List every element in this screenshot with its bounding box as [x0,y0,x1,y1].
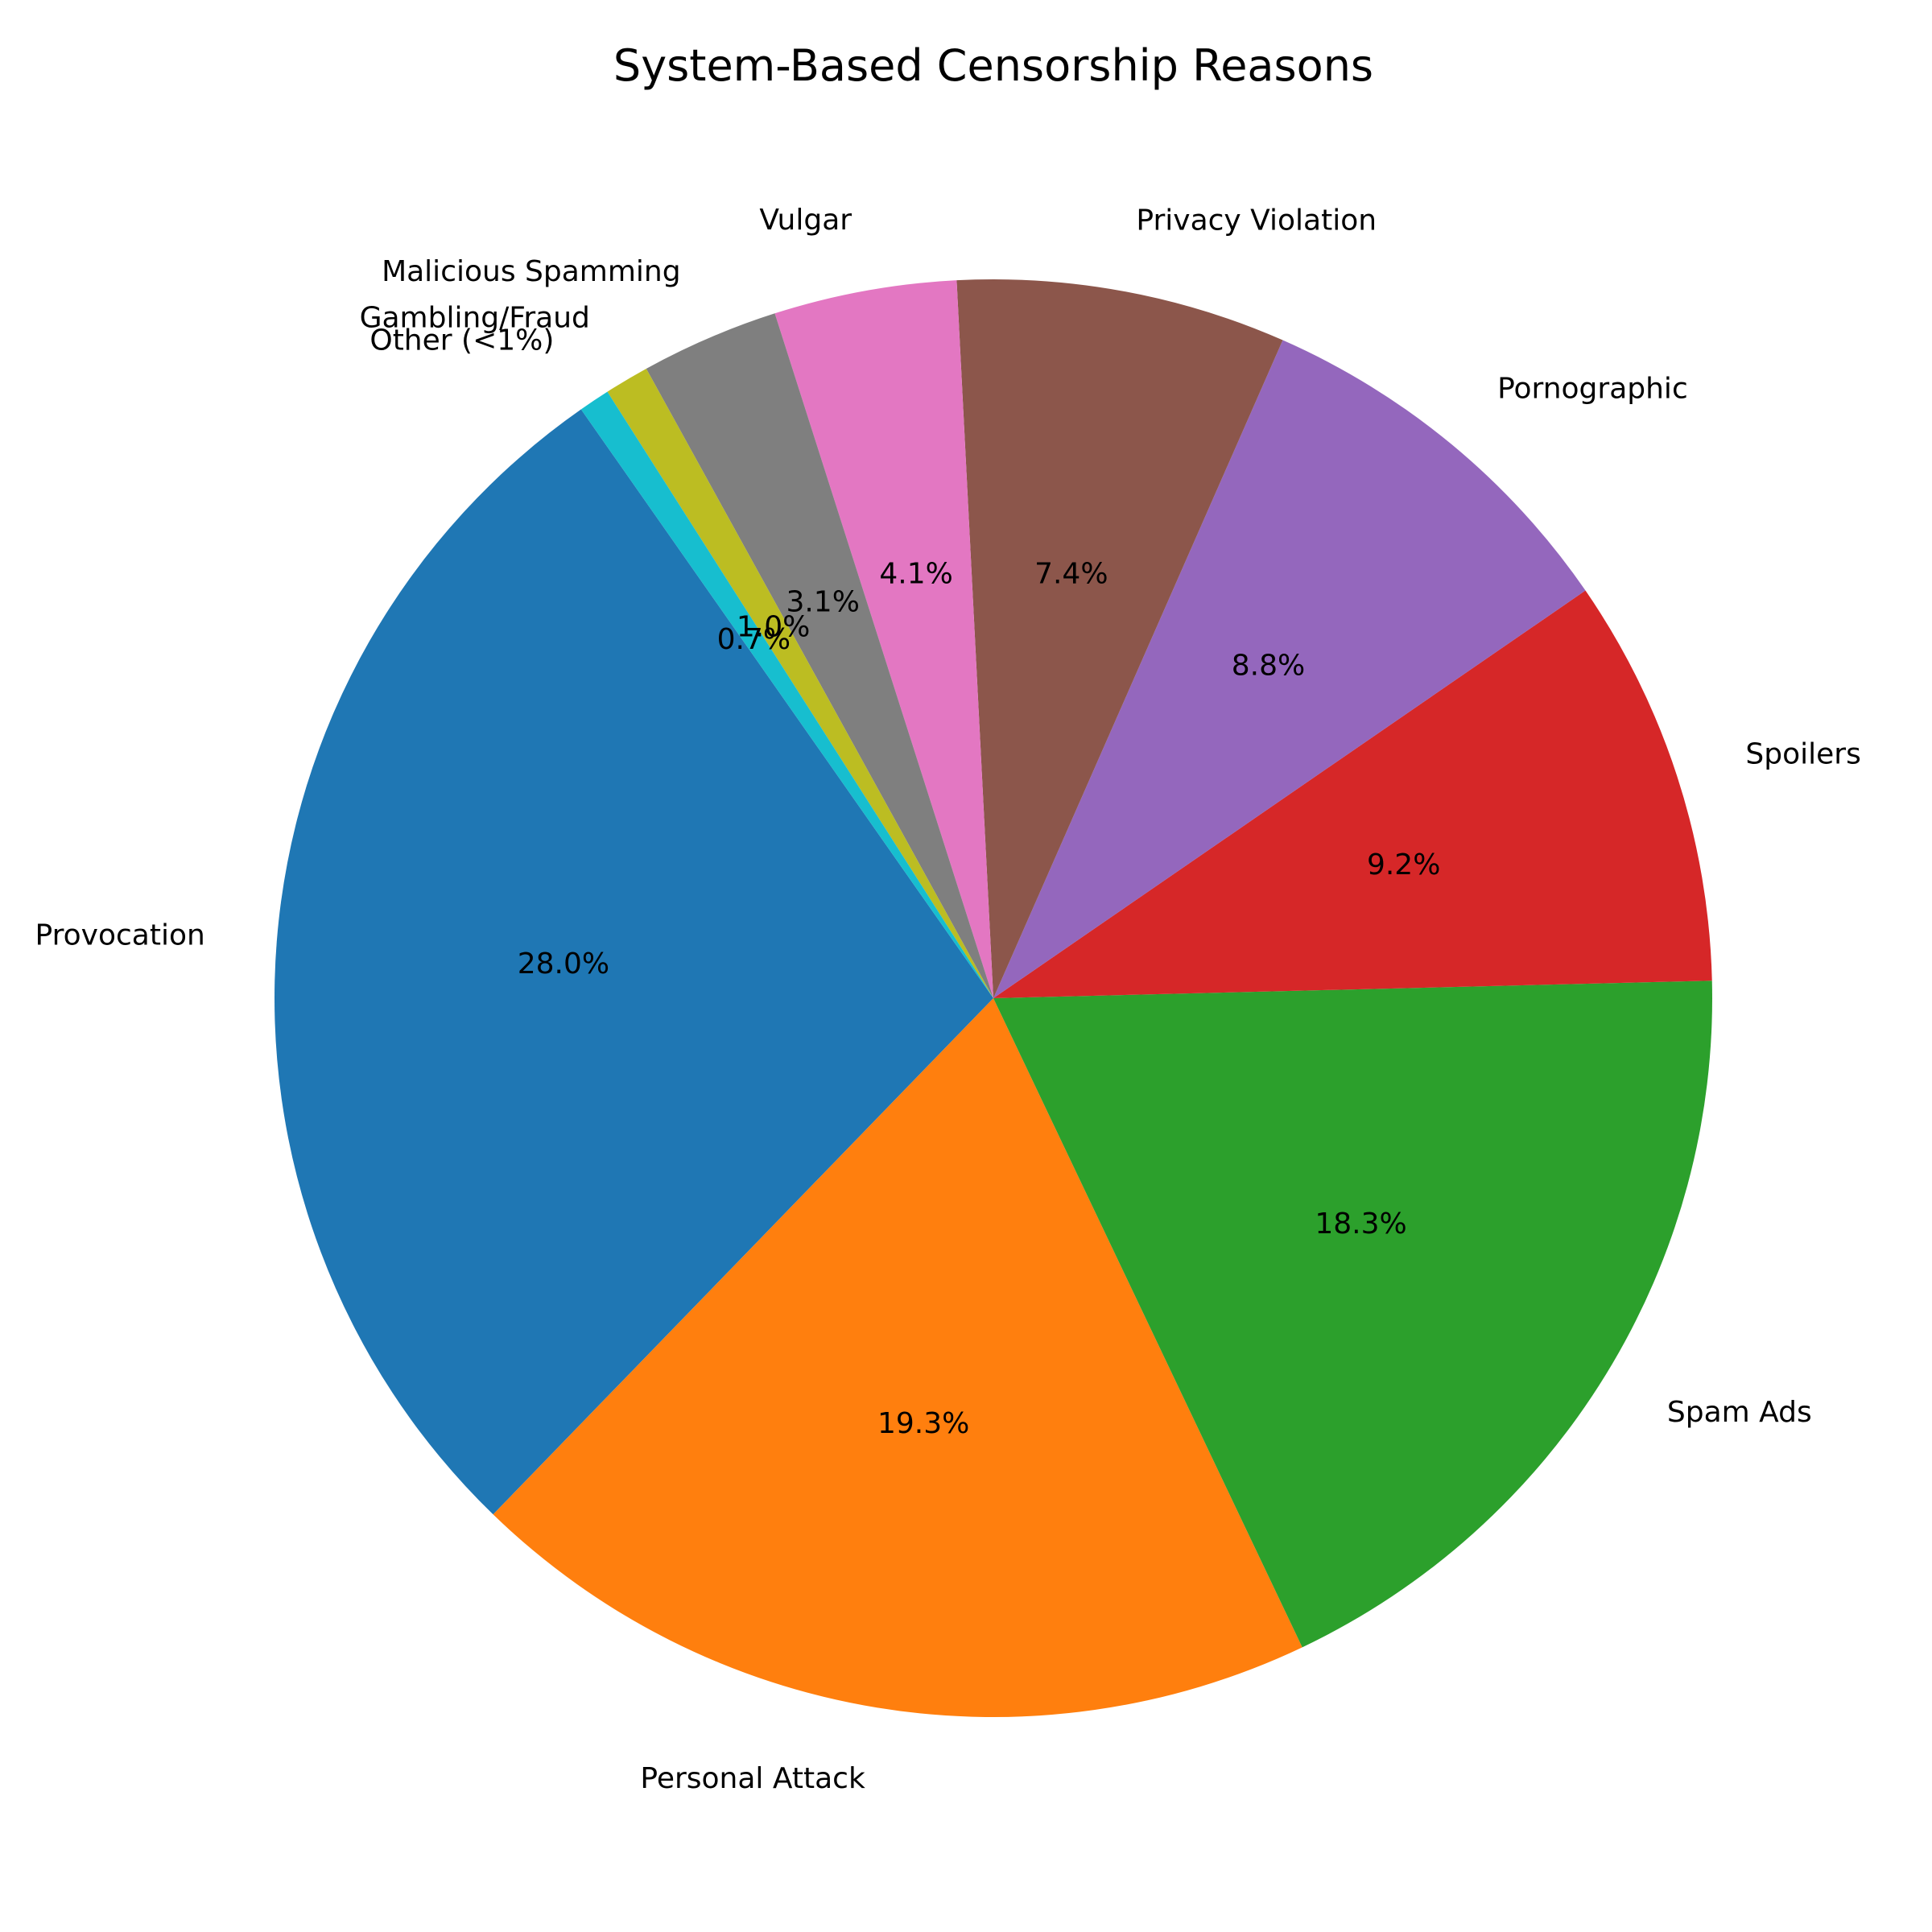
slice-label-pornographic: Pornographic [1497,373,1688,406]
pct-label-malicious-spamming: 3.1% [786,585,859,618]
pct-label-gambling-fraud: 1.0% [737,611,810,644]
pct-label-personal-attack: 19.3% [877,1407,969,1440]
slice-label-spam-ads: Spam Ads [1667,1396,1812,1429]
slice-label-gambling-fraud: Gambling/Fraud [360,302,590,335]
pct-label-vulgar: 4.1% [879,557,952,590]
pie-slice-provocation [275,409,993,1515]
chart-title: System-Based Censorship Reasons [613,40,1373,91]
pie-slice-gambling-fraud [607,369,993,998]
pct-label-other-1: 0.7% [717,623,791,656]
slice-label-personal-attack: Personal Attack [640,1762,865,1795]
pie-slice-personal-attack [493,998,1302,1718]
pie-slice-spoilers [993,590,1712,998]
pie-percent-labels: 28.0% 19.3% 18.3% 9.2% 8.8% 7.4% 4.1% 3.1%1.0%0… [518,557,1441,1440]
pie-slice-privacy-violation [956,279,1283,998]
pct-label-spam-ads: 18.3% [1315,1208,1406,1241]
slice-label-privacy-violation: Privacy Violation [1136,204,1377,237]
pie-slices [275,279,1712,1718]
slice-label-malicious-spamming: Malicious Spamming [382,255,681,288]
pct-label-privacy-violation: 7.4% [1034,558,1108,591]
pie-slice-pornographic [993,340,1586,998]
pie-slice-malicious-spamming [646,313,993,998]
pct-label-provocation: 28.0% [518,947,609,980]
pie-slice-vulgar [774,280,993,998]
pct-label-pornographic: 8.8% [1232,650,1305,683]
pie-slice-spam-ads [993,980,1712,1648]
pie-labels: Provocation Personal Attack Spam Ads Spoile… [35,204,1861,1795]
slice-label-spoilers: Spoilers [1745,737,1860,770]
slice-label-vulgar: Vulgar [759,204,852,237]
pct-label-spoilers: 9.2% [1367,848,1440,881]
slice-label-provocation: Provocation [35,919,205,952]
slice-label-other-1: Other (<1%) [369,324,554,357]
pie-slice-other-1 [580,391,993,998]
